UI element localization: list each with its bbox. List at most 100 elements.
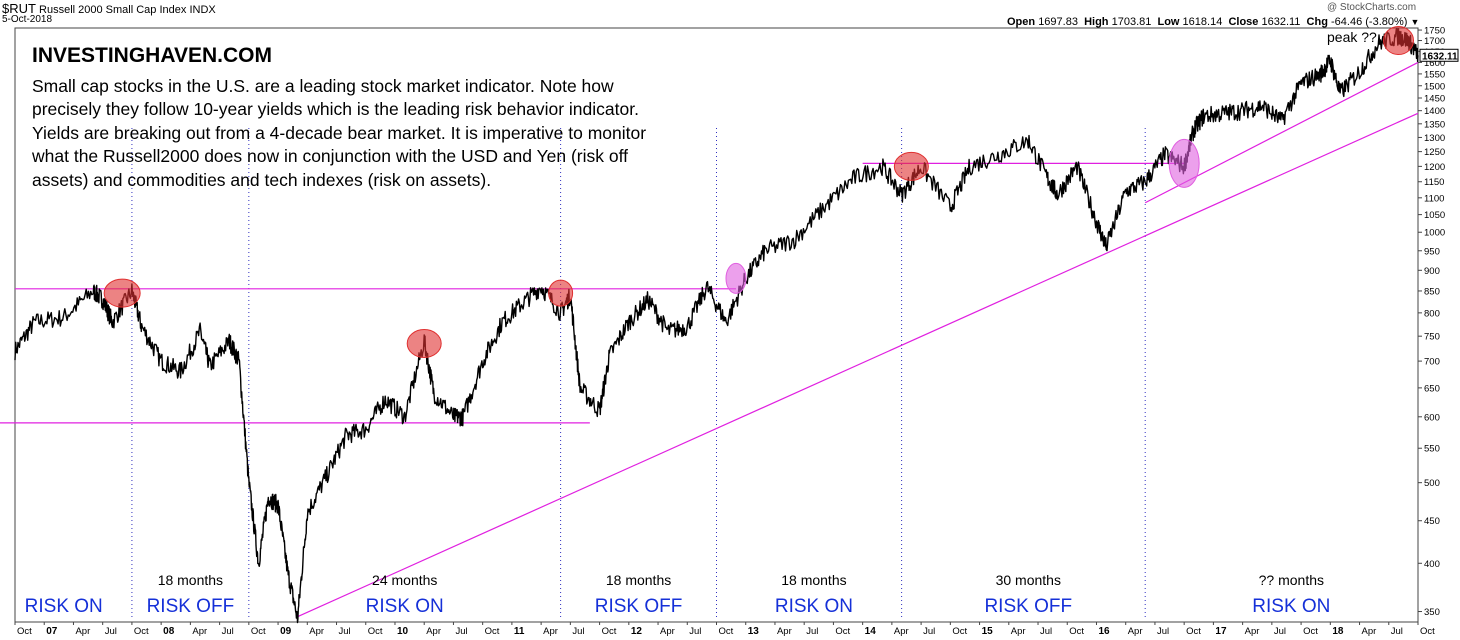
x-tick-label: Oct [251, 626, 266, 637]
y-tick-label: 650 [1424, 383, 1440, 394]
x-tick-label: 12 [631, 626, 643, 637]
chart-header-left: $RUT Russell 2000 Small Cap Index INDX 5… [2, 1, 216, 25]
x-tick-label: Jul [222, 626, 234, 637]
y-tick-label: 1700 [1424, 36, 1445, 47]
y-tick-label: 1100 [1424, 193, 1444, 204]
phase-label: RISK ON [1252, 596, 1330, 617]
x-tick-label: 16 [1098, 626, 1110, 637]
peak-label: peak ?? [1327, 29, 1377, 45]
x-tick-label: 11 [514, 626, 525, 637]
y-tick-label: 400 [1424, 559, 1440, 570]
x-tick-label: Jul [1274, 626, 1286, 637]
ohlc-low: Low 1618.14 [1157, 16, 1223, 28]
x-tick-label: Apr [1245, 626, 1260, 637]
x-tick-label: Oct [485, 626, 500, 637]
x-tick-label: 15 [982, 626, 994, 637]
highlight-circle-red [548, 279, 574, 307]
y-tick-label: 900 [1424, 266, 1440, 277]
phase-label: RISK ON [25, 596, 103, 617]
x-tick-label: Jul [339, 626, 351, 637]
ohlc-open: Open 1697.83 [1007, 16, 1078, 28]
y-tick-label: 1150 [1424, 177, 1444, 188]
down-arrow-icon: ▼ [1410, 17, 1420, 27]
y-tick-label: 600 [1424, 412, 1440, 423]
x-tick-label: 14 [865, 626, 877, 637]
x-tick-label: Jul [105, 626, 117, 637]
phase-duration-label: 18 months [781, 572, 846, 588]
x-tick-label: Oct [1420, 626, 1435, 637]
y-tick-label: 1350 [1424, 119, 1445, 130]
chart-date: 5-Oct-2018 [2, 14, 53, 25]
y-tick-label: 500 [1424, 478, 1440, 489]
x-tick-label: Apr [309, 626, 324, 637]
y-tick-label: 1600 [1424, 58, 1445, 69]
phase-label: RISK OFF [984, 596, 1072, 617]
brand-title: INVESTINGHAVEN.COM [32, 44, 272, 67]
highlight-circle-red [893, 151, 929, 181]
y-tick-label: 950 [1424, 246, 1440, 257]
y-tick-label: 1250 [1424, 147, 1445, 158]
y-tick-label: 1750 [1424, 26, 1445, 37]
x-tick-label: Oct [952, 626, 967, 637]
phase-duration-label: 18 months [606, 572, 671, 588]
x-tick-label: Oct [719, 626, 734, 637]
price-series-line [14, 27, 1419, 624]
x-tick-label: Jul [455, 626, 467, 637]
last-price-box [1419, 48, 1459, 62]
trendline [297, 112, 1419, 618]
highlight-circle-pink [1168, 138, 1200, 188]
x-tick-label: Apr [1362, 626, 1377, 637]
copyright: @ StockCharts.com [1327, 2, 1417, 13]
phase-label: RISK ON [775, 596, 853, 617]
x-tick-label: Apr [777, 626, 792, 637]
x-tick-label: Oct [1303, 626, 1318, 637]
ohlc-change: Chg -64.46 (-3.80%) [1306, 16, 1408, 28]
ticker-symbol: $RUT [2, 1, 36, 16]
x-tick-label: Jul [923, 626, 935, 637]
x-tick-label: 18 [1332, 626, 1344, 637]
x-tick-label: Jul [1157, 626, 1169, 637]
x-tick-label: Jul [1040, 626, 1052, 637]
ohlc-close: Close 1632.11 [1228, 16, 1301, 28]
phase-duration-label: 18 months [158, 572, 223, 588]
x-tick-label: Oct [17, 626, 32, 637]
highlight-circle-pink [725, 262, 747, 294]
x-tick-label: 10 [397, 626, 409, 637]
x-tick-label: Apr [894, 626, 909, 637]
y-tick-label: 1300 [1424, 133, 1445, 144]
phase-label: RISK OFF [147, 596, 235, 617]
y-tick-label: 1200 [1424, 162, 1445, 173]
last-price-label: 1632.11 [1422, 51, 1458, 62]
y-tick-label: 450 [1424, 516, 1440, 527]
x-tick-label: Oct [835, 626, 850, 637]
x-tick-label: Jul [1391, 626, 1403, 637]
phase-duration-label: 24 months [372, 572, 437, 588]
annotation-text: Small cap stocks in the U.S. are a leadi… [32, 76, 647, 190]
x-tick-label: 17 [1215, 626, 1227, 637]
y-tick-label: 350 [1424, 607, 1440, 618]
highlight-circle-red [1383, 26, 1415, 56]
ohlc-readout: Open 1697.83 High 1703.81 Low 1618.14 Cl… [1007, 16, 1419, 28]
y-tick-label: 1450 [1424, 93, 1445, 104]
y-tick-label: 800 [1424, 308, 1440, 319]
phase-label: RISK ON [366, 596, 444, 617]
x-tick-label: Oct [602, 626, 617, 637]
highlight-circle-red [103, 278, 141, 308]
phase-label: RISK OFF [595, 596, 683, 617]
x-tick-label: Apr [192, 626, 207, 637]
x-tick-label: Oct [134, 626, 149, 637]
exchange-label: INDX [189, 4, 216, 16]
y-tick-label: 1000 [1424, 228, 1445, 239]
x-tick-label: Jul [806, 626, 818, 637]
x-tick-label: Apr [543, 626, 558, 637]
x-tick-label: Jul [572, 626, 584, 637]
x-tick-label: Oct [368, 626, 383, 637]
ohlc-high: High 1703.81 [1084, 16, 1152, 28]
y-tick-label: 1400 [1424, 106, 1445, 117]
phase-duration-label: ?? months [1259, 572, 1324, 588]
y-tick-label: 550 [1424, 444, 1440, 455]
index-name: Russell 2000 Small Cap Index [39, 4, 187, 16]
x-tick-label: 07 [46, 626, 58, 637]
y-tick-label: 1500 [1424, 81, 1445, 92]
